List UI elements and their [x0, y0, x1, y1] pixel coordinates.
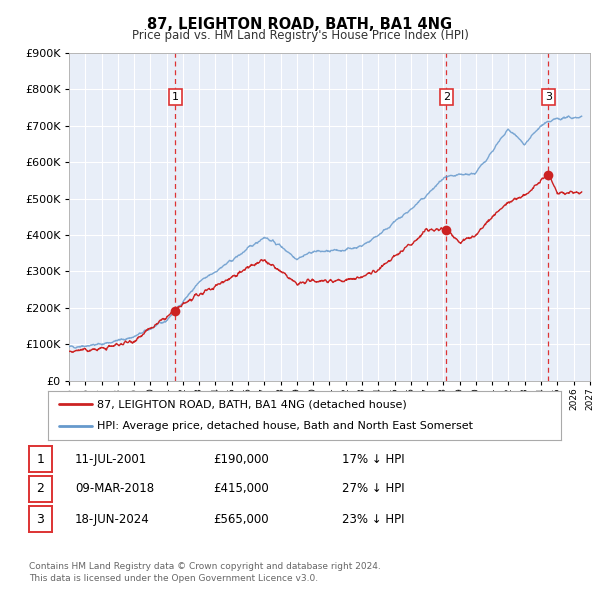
- Text: 23% ↓ HPI: 23% ↓ HPI: [342, 513, 404, 526]
- Text: £415,000: £415,000: [213, 482, 269, 495]
- Text: 1: 1: [36, 453, 44, 466]
- Text: Contains HM Land Registry data © Crown copyright and database right 2024.: Contains HM Land Registry data © Crown c…: [29, 562, 380, 571]
- Text: Price paid vs. HM Land Registry's House Price Index (HPI): Price paid vs. HM Land Registry's House …: [131, 29, 469, 42]
- Text: 18-JUN-2024: 18-JUN-2024: [75, 513, 150, 526]
- Text: 17% ↓ HPI: 17% ↓ HPI: [342, 453, 404, 466]
- Text: £565,000: £565,000: [213, 513, 269, 526]
- Text: 2: 2: [443, 92, 450, 102]
- Text: 1: 1: [172, 92, 179, 102]
- Text: 3: 3: [36, 513, 44, 526]
- Text: £190,000: £190,000: [213, 453, 269, 466]
- Text: 87, LEIGHTON ROAD, BATH, BA1 4NG (detached house): 87, LEIGHTON ROAD, BATH, BA1 4NG (detach…: [97, 399, 406, 409]
- Text: 09-MAR-2018: 09-MAR-2018: [75, 482, 154, 495]
- Text: 11-JUL-2001: 11-JUL-2001: [75, 453, 147, 466]
- Text: 3: 3: [545, 92, 552, 102]
- Text: 87, LEIGHTON ROAD, BATH, BA1 4NG: 87, LEIGHTON ROAD, BATH, BA1 4NG: [148, 17, 452, 31]
- Text: 2: 2: [36, 482, 44, 495]
- Text: This data is licensed under the Open Government Licence v3.0.: This data is licensed under the Open Gov…: [29, 574, 318, 583]
- Text: HPI: Average price, detached house, Bath and North East Somerset: HPI: Average price, detached house, Bath…: [97, 421, 473, 431]
- Text: 27% ↓ HPI: 27% ↓ HPI: [342, 482, 404, 495]
